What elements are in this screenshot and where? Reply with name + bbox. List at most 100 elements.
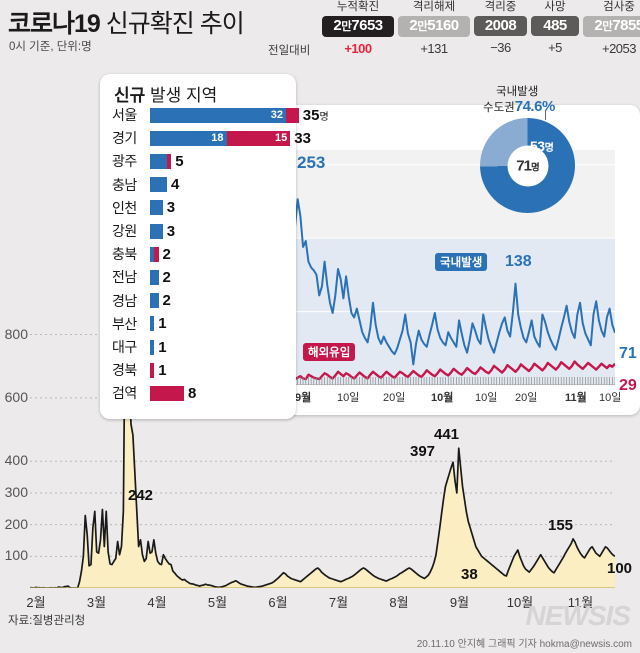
main-x-tick: 9월 — [449, 595, 470, 610]
main-y-tick: 600 — [4, 388, 28, 405]
stat-value-pill: 485 — [531, 16, 579, 36]
main-y-tick: 300 — [4, 483, 28, 500]
stat-column-4: 검사중 2만7855 +2053 — [581, 0, 640, 58]
main-y-tick: 800 — [4, 325, 28, 342]
region-bar — [150, 177, 167, 193]
region-bar-domestic: 32 — [150, 107, 286, 123]
region-row: 부산 1 — [112, 314, 167, 334]
region-bar-overseas — [150, 385, 184, 401]
summary-stats: 누적확진 2만7653 +100 격리해제 2만5160 +131 격리중 2008 −36 사망… — [320, 0, 640, 60]
region-bar-overseas — [150, 362, 155, 378]
region-bar-domestic — [150, 153, 167, 169]
region-name: 경기 — [112, 130, 137, 147]
region-total: 33 — [294, 129, 311, 147]
region-bar-domestic — [150, 177, 167, 193]
region-row: 충남 4 — [112, 175, 179, 195]
donut-center-unit: 명 — [530, 162, 540, 173]
region-bar — [150, 316, 155, 332]
main-y-tick: 200 — [4, 515, 28, 532]
region-total: 1 — [158, 361, 167, 379]
stat-column-2: 격리중 2008 −36 — [472, 0, 529, 57]
region-row: 경북 1 — [112, 360, 167, 380]
main-x-tick: 10월 — [506, 595, 534, 610]
region-total: 8 — [188, 384, 197, 402]
inset-annotation-71: 71 — [619, 345, 637, 362]
stat-delta: +2053 — [601, 41, 637, 56]
region-total: 1 — [158, 315, 167, 333]
main-x-tick: 5월 — [207, 595, 228, 610]
region-row: 인천 3 — [112, 198, 175, 218]
region-name: 강원 — [112, 223, 137, 239]
page-subtitle: 0시 기준, 단위:명 — [9, 41, 92, 53]
donut-chart: 53명 71명 — [480, 118, 575, 213]
region-name: 충북 — [112, 246, 137, 263]
inset-x-tick: 11월 — [565, 392, 587, 404]
region-bar — [150, 293, 159, 309]
main-y-tick: 400 — [4, 452, 28, 469]
source-note: 자료:질병관리청 — [8, 615, 86, 627]
region-bar — [150, 246, 159, 262]
region-name: 광주 — [112, 153, 137, 170]
stat-delta: −36 — [490, 40, 511, 55]
region-total: 4 — [171, 176, 180, 194]
donut-caption-domestic: 국내발생 — [496, 86, 539, 98]
stat-column-3: 사망 485 +5 — [529, 0, 581, 57]
main-annotation-242: 242 — [128, 487, 154, 504]
region-bar-overseas-value: 15 — [275, 132, 288, 145]
inset-tag-overseas: 해외유입 — [303, 343, 356, 361]
region-bar-overseas — [167, 153, 172, 169]
region-bar — [150, 385, 184, 401]
donut-percent: 74.6% — [514, 98, 556, 115]
region-bar-overseas: 15 — [226, 130, 291, 146]
region-total: 5 — [175, 152, 184, 170]
region-row: 대구 1 — [112, 337, 167, 357]
main-annotation-441: 441 — [434, 426, 460, 443]
donut-leader-line — [545, 110, 546, 120]
region-bar-domestic — [150, 316, 155, 332]
inset-x-tick: 20일 — [515, 392, 538, 404]
stat-column-0: 누적확진 2만7653 +100 — [320, 0, 396, 58]
region-name: 인천 — [112, 199, 137, 216]
main-y-tick: 100 — [4, 547, 28, 564]
inset-x-tick: 10일 — [475, 392, 498, 404]
main-annotation-155: 155 — [548, 517, 574, 534]
region-card-title: 신규 발생 지역 — [114, 81, 217, 106]
newsis-watermark: NEWSIS — [525, 600, 631, 631]
stat-value-pill: 2만5160 — [398, 16, 470, 37]
inset-x-tick: 10일 — [599, 392, 622, 404]
main-x-tick: 7월 — [328, 595, 349, 610]
region-title-bold: 신규 — [114, 86, 146, 105]
region-name: 부산 — [112, 315, 137, 332]
region-bar — [150, 362, 155, 378]
region-bar — [150, 153, 172, 169]
region-name: 서울 — [112, 107, 137, 123]
region-bar-domestic-value: 32 — [270, 109, 283, 121]
region-bar — [150, 223, 163, 239]
inset-annotation-138: 138 — [505, 253, 532, 270]
region-title-rest: 발생 지역 — [145, 86, 218, 105]
region-name: 경남 — [112, 292, 137, 309]
region-total: 2 — [162, 245, 171, 263]
region-row: 서울 32 35명 — [112, 105, 329, 125]
region-total: 35명 — [302, 106, 329, 124]
region-bar-domestic — [150, 339, 155, 355]
region-bar-domestic — [150, 246, 155, 262]
stat-value-pill: 2008 — [474, 16, 527, 36]
region-bar-domestic — [150, 293, 159, 309]
region-row: 전남 2 — [112, 267, 171, 287]
region-name: 검역 — [112, 385, 137, 402]
region-name: 충남 — [112, 176, 137, 193]
region-bar: 32 — [150, 107, 299, 123]
region-total: 2 — [162, 268, 171, 286]
region-bar — [150, 200, 163, 216]
stat-delta: +5 — [548, 40, 562, 55]
region-total: 2 — [162, 292, 171, 310]
main-x-tick: 11월 — [567, 595, 594, 610]
credit-line: 20.11.10 안지혜 그래픽 기자 hokma@newsis.com — [416, 639, 632, 650]
donut-segment-value: 53 — [530, 138, 545, 154]
stat-label: 격리해제 — [412, 1, 456, 13]
region-row: 광주 5 — [112, 151, 184, 171]
region-row: 강원 3 — [112, 221, 175, 241]
donut-center-value: 71 — [516, 157, 532, 174]
region-row: 검역 8 — [112, 383, 196, 403]
